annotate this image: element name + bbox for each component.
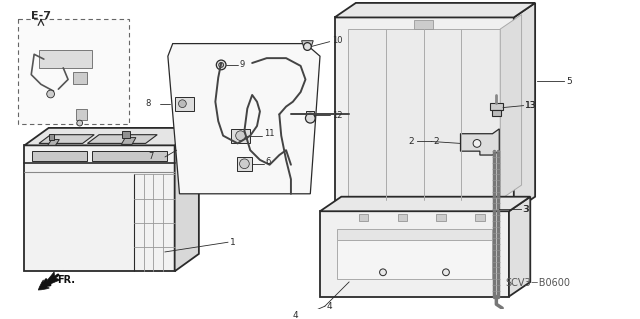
Circle shape	[443, 269, 449, 276]
Circle shape	[473, 139, 481, 147]
Circle shape	[380, 269, 387, 276]
Polygon shape	[48, 139, 60, 145]
Polygon shape	[414, 20, 433, 29]
Polygon shape	[307, 111, 314, 118]
Polygon shape	[231, 129, 250, 144]
Polygon shape	[92, 151, 167, 161]
Text: 3: 3	[524, 205, 529, 214]
Text: 13: 13	[525, 101, 537, 110]
Circle shape	[239, 159, 249, 169]
Polygon shape	[237, 157, 252, 171]
Polygon shape	[461, 129, 499, 155]
Polygon shape	[88, 135, 157, 144]
Polygon shape	[24, 145, 175, 271]
Polygon shape	[320, 197, 531, 211]
Circle shape	[303, 43, 311, 50]
Bar	[18, 19, 129, 124]
Polygon shape	[24, 128, 199, 145]
Circle shape	[219, 63, 223, 67]
Text: 10: 10	[332, 36, 342, 45]
Polygon shape	[76, 108, 88, 120]
Polygon shape	[397, 214, 407, 221]
Polygon shape	[301, 41, 313, 47]
Text: 13: 13	[525, 101, 537, 110]
Text: 7: 7	[148, 152, 154, 161]
Text: SCV3−B0600: SCV3−B0600	[506, 278, 570, 288]
Circle shape	[47, 90, 54, 98]
Polygon shape	[122, 137, 136, 145]
Polygon shape	[490, 103, 503, 110]
Polygon shape	[168, 44, 320, 194]
Circle shape	[216, 60, 226, 70]
Polygon shape	[509, 197, 531, 297]
Circle shape	[305, 113, 315, 123]
Polygon shape	[122, 131, 130, 137]
Polygon shape	[335, 18, 514, 211]
Text: 2: 2	[433, 137, 439, 146]
Polygon shape	[514, 3, 535, 211]
Text: 8: 8	[145, 99, 150, 108]
Text: 11: 11	[264, 129, 275, 138]
Text: 4: 4	[327, 302, 332, 311]
Polygon shape	[337, 240, 492, 279]
Circle shape	[179, 100, 186, 108]
Polygon shape	[348, 29, 500, 200]
Polygon shape	[500, 15, 522, 200]
Polygon shape	[335, 3, 535, 18]
Text: 4: 4	[293, 311, 299, 319]
Text: E-7: E-7	[31, 11, 51, 21]
Polygon shape	[359, 214, 369, 221]
Polygon shape	[32, 151, 88, 161]
Polygon shape	[73, 72, 88, 84]
Polygon shape	[436, 214, 446, 221]
Polygon shape	[175, 128, 199, 271]
Text: 12: 12	[332, 111, 342, 120]
Text: 2: 2	[408, 137, 414, 146]
Polygon shape	[49, 134, 54, 139]
Text: 3: 3	[522, 205, 528, 214]
Polygon shape	[175, 97, 194, 111]
Text: 5: 5	[566, 77, 572, 86]
Circle shape	[77, 120, 83, 126]
Polygon shape	[492, 110, 501, 116]
Text: FR.: FR.	[58, 275, 76, 285]
Polygon shape	[39, 50, 92, 68]
Polygon shape	[39, 135, 94, 144]
Polygon shape	[475, 214, 484, 221]
Polygon shape	[337, 229, 492, 240]
Text: 6: 6	[266, 157, 271, 166]
Polygon shape	[320, 211, 509, 297]
Text: 9: 9	[239, 60, 245, 70]
Text: 1: 1	[230, 238, 236, 247]
Circle shape	[236, 131, 245, 140]
